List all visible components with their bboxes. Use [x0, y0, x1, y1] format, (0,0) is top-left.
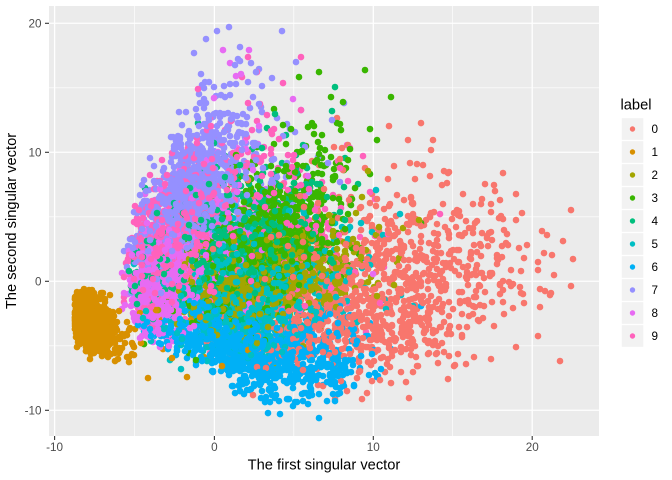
svg-text:5: 5 [652, 238, 659, 251]
svg-text:-10: -10 [25, 405, 42, 418]
svg-text:label: label [621, 98, 652, 114]
svg-text:0: 0 [652, 123, 659, 136]
svg-text:-10: -10 [46, 441, 63, 454]
svg-text:10: 10 [28, 147, 42, 160]
svg-text:4: 4 [652, 215, 659, 228]
svg-text:7: 7 [652, 284, 659, 297]
svg-text:0: 0 [211, 441, 218, 454]
svg-text:2: 2 [652, 169, 659, 182]
svg-text:20: 20 [526, 441, 540, 454]
svg-text:9: 9 [652, 330, 659, 343]
svg-text:8: 8 [652, 307, 659, 320]
svg-text:The first singular vector: The first singular vector [248, 458, 401, 474]
svg-text:The second singular vector: The second singular vector [4, 133, 20, 309]
svg-text:20: 20 [28, 18, 42, 31]
svg-text:1: 1 [652, 146, 659, 159]
svg-text:3: 3 [652, 192, 659, 205]
svg-text:6: 6 [652, 261, 659, 274]
svg-text:0: 0 [35, 276, 42, 289]
svg-text:10: 10 [367, 441, 381, 454]
